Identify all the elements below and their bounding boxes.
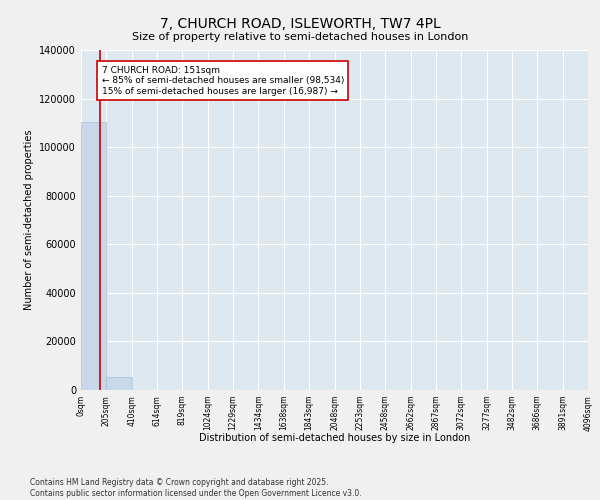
Y-axis label: Number of semi-detached properties: Number of semi-detached properties — [24, 130, 34, 310]
X-axis label: Distribution of semi-detached houses by size in London: Distribution of semi-detached houses by … — [199, 434, 470, 444]
Bar — [81, 122, 106, 390]
Bar — [106, 378, 131, 390]
Text: 7 CHURCH ROAD: 151sqm
← 85% of semi-detached houses are smaller (98,534)
15% of : 7 CHURCH ROAD: 151sqm ← 85% of semi-deta… — [101, 66, 344, 96]
Text: Contains HM Land Registry data © Crown copyright and database right 2025.
Contai: Contains HM Land Registry data © Crown c… — [30, 478, 362, 498]
Text: 7, CHURCH ROAD, ISLEWORTH, TW7 4PL: 7, CHURCH ROAD, ISLEWORTH, TW7 4PL — [160, 18, 440, 32]
Text: Size of property relative to semi-detached houses in London: Size of property relative to semi-detach… — [132, 32, 468, 42]
